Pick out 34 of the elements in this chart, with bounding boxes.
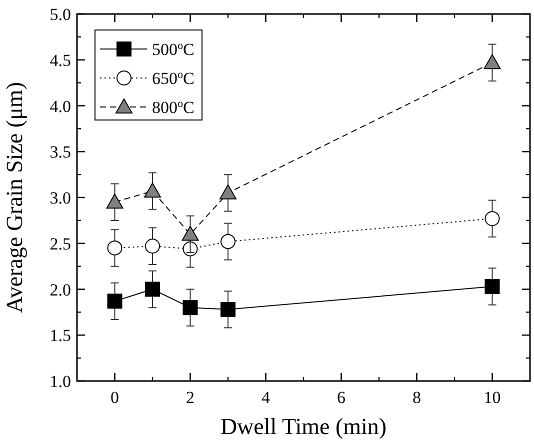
- legend-label: 500$^{o}$C: [152, 40, 194, 59]
- point: [144, 182, 161, 198]
- point: [107, 240, 122, 256]
- point: [107, 294, 122, 309]
- y-tick-label: 2.5: [50, 234, 71, 254]
- x-tick-label: 0: [110, 388, 119, 407]
- y-tick-label: 4.5: [50, 50, 71, 70]
- point: [182, 300, 198, 316]
- y-tick-label: 2.0: [50, 280, 71, 300]
- point: [182, 226, 199, 241]
- x-tick-label: 2: [186, 388, 194, 407]
- point: [484, 278, 500, 294]
- y-tick-label: 3.5: [50, 142, 71, 162]
- legend-label: 800$^{o}$C: [152, 98, 194, 117]
- y-axis-title: Average Grain Size (μm): [2, 82, 27, 313]
- point: [220, 302, 236, 317]
- y-tick-label: 4.0: [50, 96, 71, 116]
- point: [145, 282, 160, 297]
- point: [484, 211, 500, 226]
- x-axis-title: Dwell Time (min): [220, 414, 387, 439]
- y-tick-label: 1.5: [50, 326, 71, 346]
- point: [220, 234, 236, 250]
- point: [220, 184, 236, 200]
- y-tick-label: 3.0: [50, 188, 71, 208]
- x-tick-label: 6: [337, 388, 346, 407]
- point: [484, 54, 501, 70]
- point: [145, 238, 160, 254]
- x-tick-label: 10: [484, 388, 501, 407]
- x-tick-label: 4: [262, 388, 270, 407]
- x-tick-label: 8: [412, 388, 421, 407]
- legend-label: 650$^{o}$C: [152, 69, 194, 88]
- point: [106, 194, 124, 209]
- y-tick-label: 1.0: [50, 372, 71, 391]
- y-tick-label: 5.0: [50, 5, 71, 24]
